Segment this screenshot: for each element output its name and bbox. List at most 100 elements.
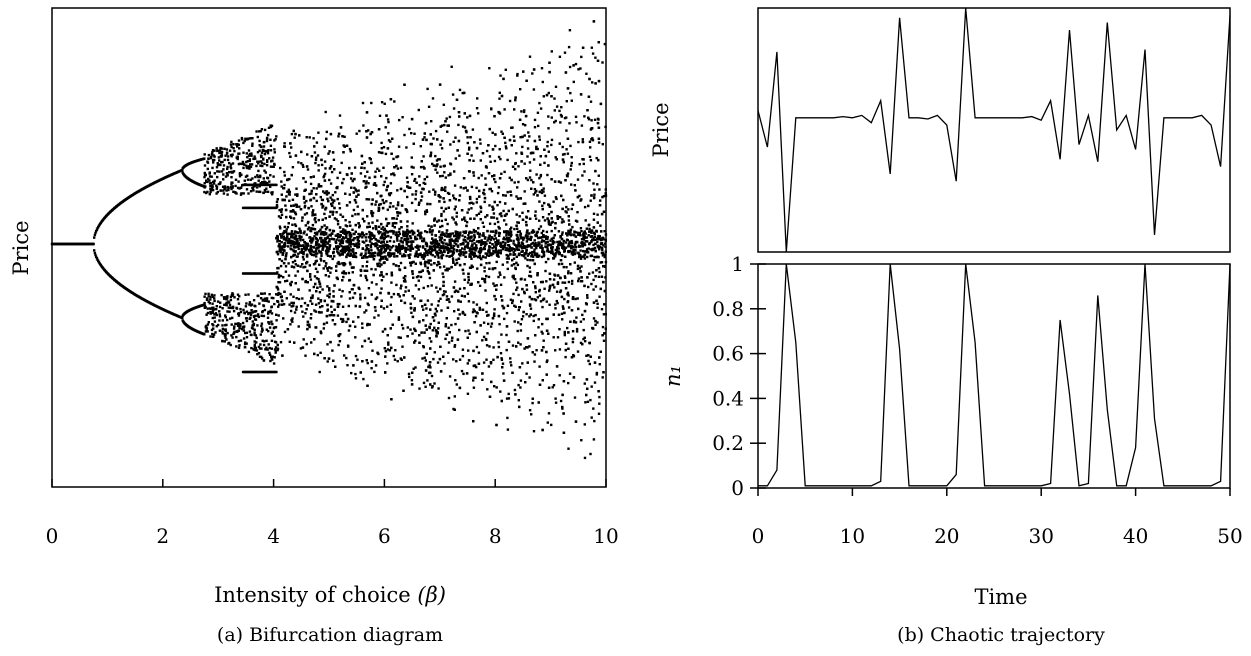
bifurcation-point: [229, 167, 233, 170]
bifurcation-point: [453, 184, 457, 187]
bifurcation-point: [523, 278, 527, 281]
bifurcation-point: [393, 221, 396, 225]
bifurcation-point: [353, 186, 356, 190]
bifurcation-point: [345, 255, 348, 258]
bifurcation-point: [253, 343, 256, 346]
bifurcation-point: [504, 194, 507, 197]
bifurcation-point: [413, 179, 416, 182]
bifurcation-point: [414, 284, 418, 287]
bifurcation-point: [377, 314, 380, 317]
bifurcation-point: [220, 147, 224, 150]
bifurcation-point: [438, 158, 441, 161]
bifurcation-point: [292, 295, 295, 298]
bifurcation-point: [209, 155, 213, 159]
bifurcation-point: [290, 305, 293, 308]
bifurcation-point: [224, 175, 228, 178]
bifurcation-point: [478, 235, 481, 239]
bifurcation-point: [218, 170, 221, 173]
bifurcation-point: [439, 297, 442, 300]
bifurcation-point: [317, 164, 320, 167]
bifurcation-point: [406, 225, 409, 228]
bifurcation-point: [266, 152, 270, 155]
bifurcation-point: [492, 212, 496, 215]
bifurcation-point: [579, 234, 582, 237]
bifurcation-point: [505, 223, 508, 226]
bifurcation-point: [384, 152, 388, 156]
bifurcation-point: [290, 146, 293, 149]
bifurcation-point: [543, 194, 547, 197]
bifurcation-point: [386, 185, 389, 189]
bifurcation-point: [257, 294, 260, 298]
bifurcation-point: [432, 188, 435, 191]
bifurcation-point: [528, 315, 531, 318]
bifurcation-point: [430, 303, 433, 306]
bifurcation-point: [452, 259, 455, 262]
bifurcation-point: [547, 257, 550, 261]
bifurcation-point: [510, 264, 513, 267]
bifurcation-point: [585, 236, 589, 239]
bifurcation-point: [278, 239, 281, 243]
bifurcation-point: [574, 62, 578, 66]
bifurcation-point: [305, 233, 308, 236]
bifurcation-point: [342, 275, 345, 279]
bifurcation-point: [387, 252, 390, 255]
bifurcation-point: [528, 135, 531, 138]
bifurcation-point: [444, 176, 447, 179]
bifurcation-point: [307, 226, 311, 229]
bifurcation-point: [332, 290, 335, 293]
bifurcation-point: [545, 360, 548, 364]
bifurcation-point: [291, 223, 294, 226]
bifurcation-point: [256, 151, 260, 154]
bifurcation-point: [492, 282, 495, 285]
bifurcation-point: [225, 189, 228, 192]
bifurcation-point: [239, 310, 243, 314]
bifurcation-point: [247, 312, 250, 316]
bifurcation-point: [363, 166, 366, 170]
bifurcation-point: [520, 110, 523, 113]
bifurcation-point: [396, 167, 400, 170]
bifurcation-point: [561, 407, 564, 410]
bifurcation-point: [231, 153, 234, 156]
bifurcation-point: [277, 273, 281, 277]
bifurcation-point: [579, 249, 582, 252]
bifurcation-point: [370, 252, 374, 255]
bifurcation-point: [447, 341, 451, 344]
bifurcation-point: [421, 357, 424, 360]
bifurcation-point: [95, 228, 99, 231]
bifurcation-point: [268, 293, 271, 296]
bifurcation-point: [270, 320, 273, 323]
bifurcation-point: [313, 151, 317, 154]
bifurcation-point: [502, 237, 505, 241]
bifurcation-point: [583, 170, 586, 173]
bifurcation-point: [262, 141, 266, 144]
bifurcation-point: [399, 287, 402, 290]
bifurcation-point: [226, 174, 229, 177]
bifurcation-point: [497, 345, 501, 349]
bifurcation-point: [601, 143, 604, 146]
bifurcation-point: [308, 289, 311, 292]
bifurcation-point: [485, 301, 488, 305]
bifurcation-point: [459, 231, 462, 234]
bifurcation-point: [512, 135, 516, 138]
bifurcation-point: [525, 288, 529, 291]
bifurcation-point: [521, 315, 525, 318]
bifurcation-point: [226, 310, 229, 313]
bifurcation-point: [203, 153, 206, 156]
bifurcation-point: [603, 264, 607, 268]
bifurcation-point: [439, 249, 443, 253]
bifurcation-point: [537, 124, 540, 128]
bifurcation-point: [513, 181, 516, 184]
bifurcation-point: [267, 321, 270, 324]
bifurcation-point: [601, 246, 604, 250]
bifurcation-point: [413, 329, 417, 332]
bifurcation-point: [429, 253, 433, 256]
bifurcation-point: [422, 286, 425, 290]
bifurcation-point: [499, 273, 502, 276]
bifurcation-point: [394, 349, 397, 352]
bifurcation-point: [319, 233, 323, 236]
bifurcation-point: [515, 255, 518, 258]
bifurcation-point: [345, 236, 348, 239]
bifurcation-point: [242, 325, 245, 329]
bifurcation-point: [539, 280, 543, 284]
bifurcation-point: [257, 179, 260, 182]
